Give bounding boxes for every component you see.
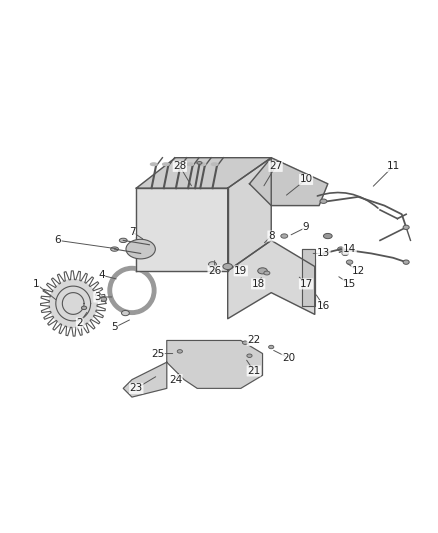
Polygon shape: [123, 362, 167, 397]
Text: 10: 10: [300, 174, 313, 184]
Polygon shape: [136, 188, 228, 271]
Ellipse shape: [338, 247, 344, 251]
Ellipse shape: [119, 238, 127, 243]
Polygon shape: [250, 158, 328, 206]
Text: 27: 27: [269, 161, 282, 172]
Ellipse shape: [281, 234, 288, 238]
Ellipse shape: [403, 225, 409, 230]
Text: 20: 20: [282, 353, 295, 363]
Text: 8: 8: [268, 231, 275, 241]
Ellipse shape: [264, 271, 270, 275]
Text: 4: 4: [98, 270, 105, 280]
Text: 13: 13: [317, 248, 330, 259]
Ellipse shape: [346, 260, 353, 264]
Ellipse shape: [403, 260, 409, 264]
Ellipse shape: [175, 163, 181, 166]
Text: 15: 15: [343, 279, 356, 289]
Ellipse shape: [268, 345, 274, 349]
Ellipse shape: [223, 263, 233, 270]
Text: 2: 2: [76, 318, 83, 328]
Ellipse shape: [247, 354, 252, 358]
Ellipse shape: [212, 163, 218, 166]
Ellipse shape: [101, 297, 107, 301]
Text: 6: 6: [55, 236, 61, 245]
Ellipse shape: [111, 247, 118, 251]
Text: 25: 25: [152, 349, 165, 359]
Ellipse shape: [162, 163, 169, 166]
Text: 3: 3: [94, 292, 100, 302]
Polygon shape: [228, 240, 315, 319]
Text: 22: 22: [247, 335, 261, 345]
Text: 18: 18: [251, 279, 265, 289]
Text: 11: 11: [386, 161, 400, 172]
Text: 12: 12: [352, 266, 365, 276]
Text: 9: 9: [303, 222, 309, 232]
Polygon shape: [49, 279, 97, 327]
Ellipse shape: [150, 163, 157, 166]
Polygon shape: [228, 158, 271, 271]
Text: 7: 7: [129, 227, 135, 237]
Ellipse shape: [258, 268, 267, 274]
Text: 24: 24: [169, 375, 182, 385]
Ellipse shape: [177, 350, 183, 353]
Text: 28: 28: [173, 161, 187, 172]
Text: 14: 14: [343, 244, 356, 254]
Text: 21: 21: [247, 366, 261, 376]
Text: 26: 26: [208, 266, 221, 276]
Ellipse shape: [197, 161, 202, 164]
Ellipse shape: [199, 163, 206, 166]
Ellipse shape: [187, 163, 194, 166]
Polygon shape: [167, 341, 262, 389]
Text: 5: 5: [111, 322, 118, 333]
Ellipse shape: [320, 199, 327, 204]
Polygon shape: [302, 249, 315, 305]
Ellipse shape: [323, 233, 332, 239]
Text: 23: 23: [130, 383, 143, 393]
Ellipse shape: [121, 310, 129, 316]
Ellipse shape: [81, 306, 87, 310]
Ellipse shape: [208, 262, 216, 267]
Text: 16: 16: [317, 301, 330, 311]
Text: 1: 1: [33, 279, 39, 289]
Ellipse shape: [342, 251, 349, 256]
Text: 17: 17: [300, 279, 313, 289]
Text: 19: 19: [234, 266, 247, 276]
Ellipse shape: [243, 341, 248, 344]
Polygon shape: [136, 158, 271, 188]
Ellipse shape: [126, 239, 155, 259]
